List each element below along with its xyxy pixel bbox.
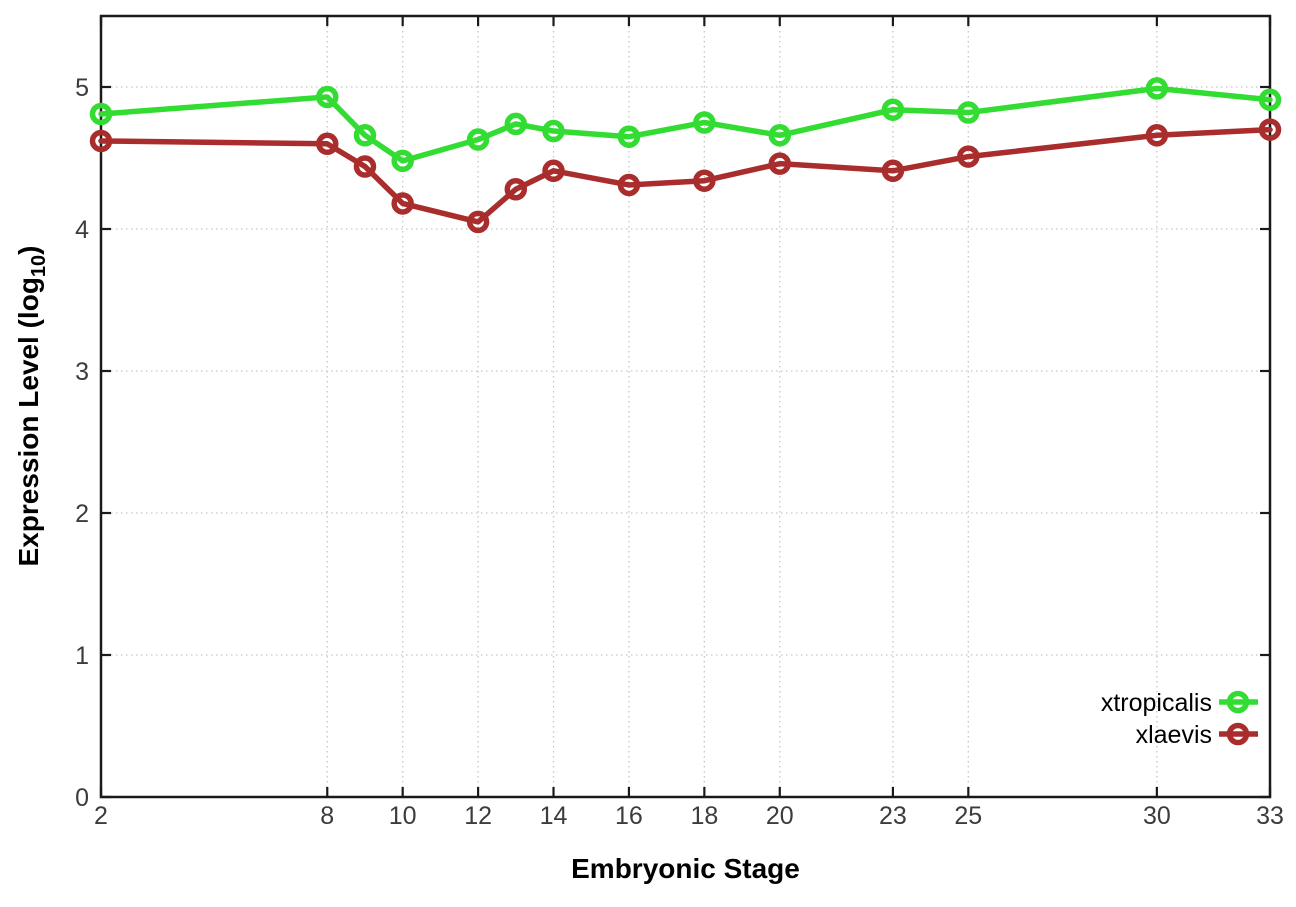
x-tick-label: 23 (879, 802, 907, 830)
y-tick-label: 4 (75, 216, 89, 244)
data-point-xlaevis (1145, 124, 1169, 147)
data-point-xlaevis (693, 169, 716, 192)
data-point-xtropicalis (316, 85, 339, 109)
data-point-xlaevis (353, 155, 377, 178)
plot-border (99, 14, 1272, 799)
data-point-xtropicalis (504, 112, 528, 136)
data-point-xtropicalis (391, 149, 414, 173)
data-point-xlaevis (617, 173, 641, 197)
series-line-xlaevis (98, 126, 1273, 225)
legend-entry-xlaevis: xlaevis (1136, 721, 1212, 749)
x-tick-label: 2 (94, 802, 108, 830)
y-tick-label: 0 (75, 784, 89, 812)
legend-marker-xtropicalis (1226, 690, 1250, 714)
data-point-xtropicalis (693, 111, 716, 134)
data-point-xlaevis (316, 132, 339, 156)
x-tick-label: 12 (464, 802, 492, 830)
data-point-xtropicalis (617, 125, 641, 148)
data-point-xlaevis (89, 129, 113, 153)
data-point-xtropicalis (542, 119, 565, 143)
data-point-xlaevis (768, 152, 792, 175)
data-point-xtropicalis (881, 98, 905, 121)
y-axis-label: Expression Level (log10) (13, 246, 50, 567)
data-point-xtropicalis (89, 102, 113, 126)
data-point-xlaevis (466, 210, 490, 234)
x-tick-label: 10 (389, 802, 417, 830)
data-point-xtropicalis (768, 124, 792, 147)
x-tick-label: 30 (1143, 802, 1171, 830)
y-tick-label: 5 (75, 74, 89, 102)
data-point-xtropicalis (1258, 88, 1282, 112)
series-line-xtropicalis (98, 85, 1273, 164)
legend-marker-xlaevis (1226, 722, 1250, 746)
y-tick-label: 1 (75, 642, 89, 670)
y-tick-label: 3 (75, 358, 89, 386)
x-tick-label: 20 (766, 802, 794, 830)
data-point-xlaevis (504, 177, 528, 201)
data-point-xtropicalis (466, 128, 490, 151)
y-tick-label: 2 (75, 500, 89, 528)
x-tick-label: 33 (1256, 802, 1284, 830)
data-point-xlaevis (881, 159, 905, 183)
data-point-xlaevis (957, 145, 980, 168)
data-point-xtropicalis (1145, 77, 1169, 100)
x-axis-label: Embryonic Stage (571, 853, 800, 884)
x-tick-label: 14 (540, 802, 568, 830)
legend-entry-xtropicalis: xtropicalis (1101, 689, 1212, 717)
data-point-xlaevis (542, 159, 565, 183)
x-tick-label: 8 (320, 802, 334, 830)
x-tick-label: 25 (954, 802, 982, 830)
x-tick-label: 16 (615, 802, 643, 830)
data-point-xlaevis (1258, 118, 1282, 141)
data-point-xlaevis (391, 192, 414, 215)
data-point-xtropicalis (957, 101, 980, 124)
data-point-xtropicalis (353, 124, 377, 147)
x-tick-label: 18 (690, 802, 718, 830)
